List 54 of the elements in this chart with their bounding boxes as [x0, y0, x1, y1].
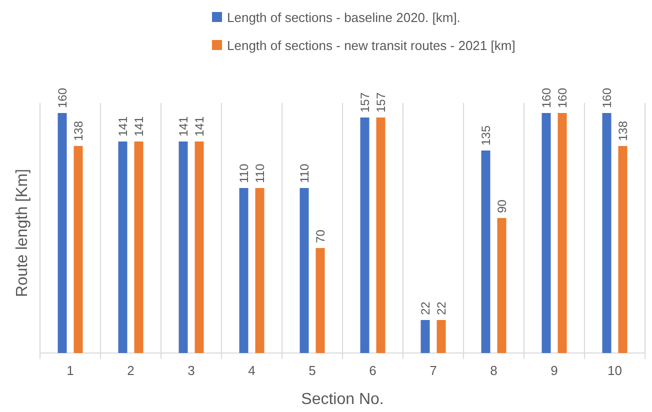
legend-label: Length of sections - new transit routes - 2021 [km]: [227, 38, 516, 53]
x-tick-label: 3: [188, 363, 195, 378]
bar: [558, 113, 567, 353]
x-tick-label: 6: [369, 363, 376, 378]
data-label: 138: [71, 120, 86, 141]
data-label: 110: [236, 164, 251, 183]
x-axis-title: Section No.: [301, 391, 384, 408]
x-tick-label: 10: [608, 363, 622, 378]
x-tick-label: 9: [550, 363, 558, 378]
bar: [118, 142, 128, 353]
x-tick-label: 7: [430, 363, 437, 378]
data-label: 160: [55, 88, 70, 108]
bar: [497, 218, 506, 353]
data-label: 138: [616, 120, 630, 141]
bar: [316, 248, 325, 353]
bar: [74, 146, 83, 353]
x-tick-label: 8: [490, 363, 498, 378]
data-label: 110: [297, 164, 312, 183]
x-tick-label: 1: [66, 363, 74, 378]
data-label: 90: [494, 199, 509, 213]
bar: [602, 113, 612, 353]
y-axis-title: Route length [Km]: [14, 168, 31, 298]
data-label: 160: [600, 88, 614, 108]
bar: [618, 146, 628, 353]
data-label: 141: [116, 116, 130, 136]
bar: [194, 142, 204, 353]
data-label: 135: [478, 125, 493, 146]
data-label: 141: [192, 116, 206, 136]
data-label: 141: [132, 116, 146, 136]
data-label: 141: [176, 116, 190, 136]
bar: [360, 118, 370, 353]
data-label: 110: [252, 164, 267, 183]
data-label: 157: [374, 92, 388, 112]
bar: [420, 320, 430, 353]
bar: [542, 113, 551, 353]
bar: [178, 142, 188, 353]
bar: [300, 188, 309, 353]
bar: [481, 150, 490, 353]
data-label: 157: [358, 92, 372, 112]
x-tick-label: 4: [248, 363, 256, 378]
bar: [134, 142, 144, 353]
data-label: 160: [539, 88, 554, 108]
bar: [376, 118, 386, 353]
data-label: 160: [555, 88, 570, 108]
bar: [58, 113, 67, 353]
legend-label: Length of sections - baseline 2020. [km].: [227, 10, 460, 25]
data-label: 70: [313, 229, 328, 243]
data-label: 22: [418, 301, 432, 315]
bar: [239, 188, 248, 353]
x-tick-label: 5: [308, 363, 316, 378]
bar: [255, 188, 264, 353]
bar: [436, 320, 446, 353]
data-label: 22: [434, 301, 448, 315]
x-tick-label: 2: [127, 363, 134, 378]
